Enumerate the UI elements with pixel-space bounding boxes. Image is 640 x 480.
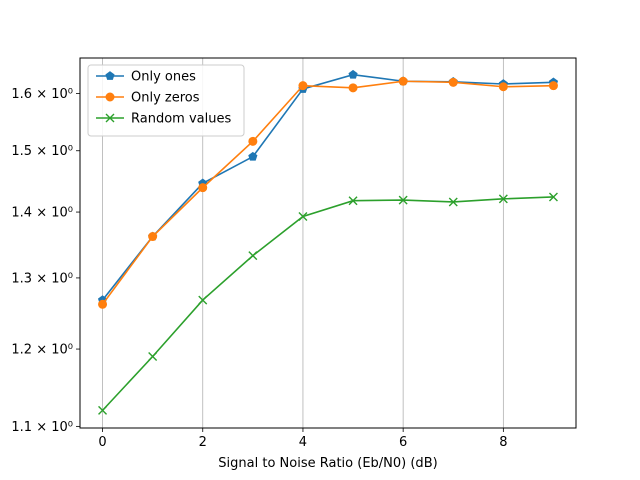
legend-label: Only ones (131, 70, 196, 85)
legend-entry: Only ones (96, 70, 196, 85)
y-tick-label: 1.3 × 10⁰ (11, 271, 73, 286)
data-point (98, 299, 108, 309)
data-point (198, 183, 208, 193)
x-tick-label: 4 (299, 435, 307, 450)
legend-label: Random values (131, 112, 231, 127)
legend-swatch-marker (105, 71, 115, 80)
data-point (498, 82, 508, 92)
y-axis-ticks: 1.1 × 10⁰ 1.2 × 10⁰ 1.3 × 10⁰ 1.4 × 10⁰ 1.5 … (11, 87, 80, 435)
legend-entry: Random values (96, 112, 231, 127)
data-point (348, 69, 358, 79)
legend-swatch-marker (105, 92, 115, 102)
data-point (248, 136, 258, 146)
x-axis-title: Signal to Noise Ratio (Eb/N0) (dB) (218, 456, 437, 471)
legend-swatch-marker (105, 113, 115, 123)
x-axis-ticks: 0 2 4 6 8 (98, 428, 507, 450)
x-tick-label: 6 (399, 435, 407, 450)
y-tick-label: 1.4 × 10⁰ (11, 206, 73, 221)
y-tick-label: 1.5 × 10⁰ (11, 144, 73, 159)
series-group (97, 69, 559, 415)
data-point (448, 77, 458, 87)
data-point (198, 295, 208, 305)
data-point (98, 405, 108, 415)
data-point (298, 81, 308, 91)
data-point (548, 81, 558, 91)
series-line (101, 73, 554, 301)
x-tick-label: 8 (499, 435, 507, 450)
data-point (248, 251, 258, 261)
data-point (498, 194, 508, 204)
legend-box (87, 64, 245, 137)
y-tick-label: 1.6 × 10⁰ (11, 87, 73, 102)
data-point (298, 212, 308, 222)
series-line (101, 80, 554, 305)
data-point (398, 76, 408, 86)
data-point (148, 232, 158, 242)
data-point (148, 351, 158, 361)
legend-label: Only zeros (131, 91, 200, 106)
y-tick-label: 1.1 × 10⁰ (11, 420, 73, 435)
x-tick-label: 2 (199, 435, 207, 450)
y-tick-label: 1.2 × 10⁰ (11, 343, 73, 358)
legend: Only ones Only zeros Random values (87, 64, 245, 137)
data-point (398, 195, 408, 205)
data-point (348, 83, 358, 93)
series-line (101, 196, 554, 411)
data-point (248, 151, 258, 161)
data-point (548, 192, 558, 202)
plot-frame (79, 57, 577, 429)
series-1 (98, 76, 558, 309)
data-point (348, 196, 358, 206)
x-tick-label: 0 (98, 435, 106, 450)
data-point (448, 197, 458, 207)
series-2 (98, 192, 558, 415)
legend-entry: Only zeros (96, 91, 200, 106)
